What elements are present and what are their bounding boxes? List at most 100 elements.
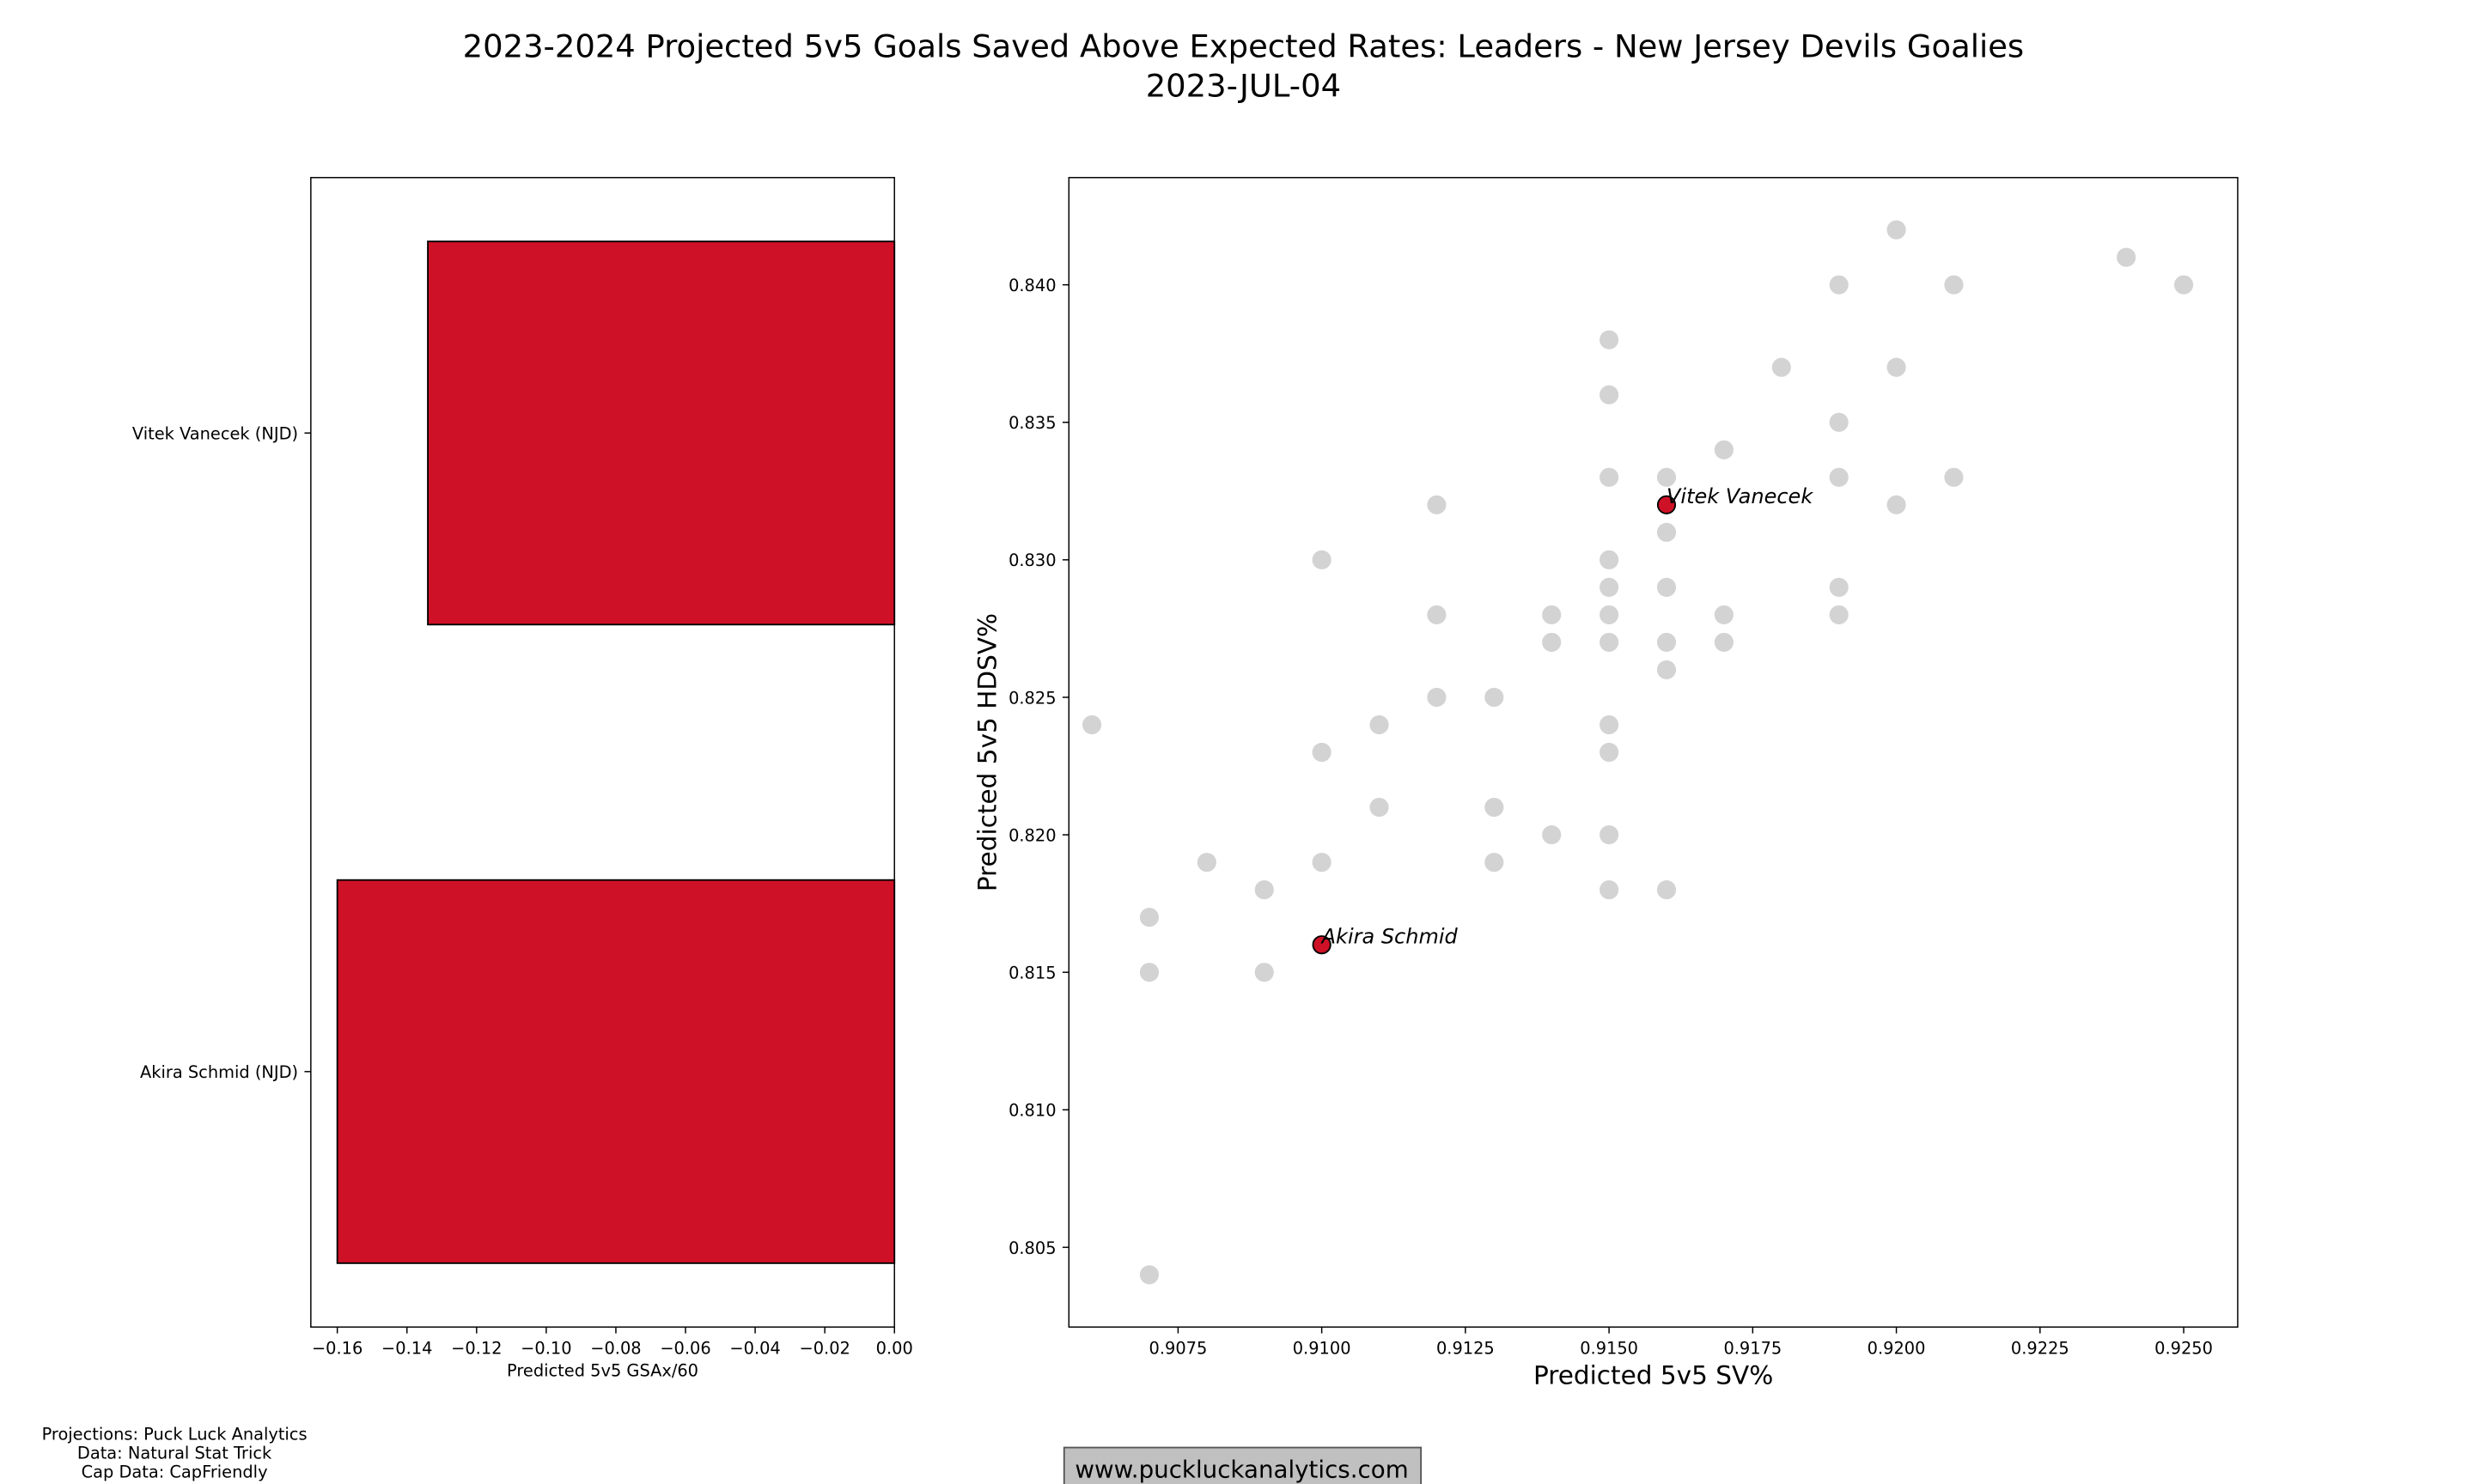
scatter-point	[1944, 275, 1964, 295]
y-tick-label: 0.820	[1008, 825, 1056, 845]
x-tick-label: 0.00	[876, 1339, 913, 1359]
scatter-point	[1656, 880, 1677, 900]
scatter-point	[1139, 963, 1160, 982]
x-tick-label: −0.14	[381, 1339, 432, 1359]
x-tick-label: 0.9100	[1293, 1339, 1351, 1359]
scatter-point	[1600, 715, 1619, 735]
x-tick-label: −0.12	[451, 1339, 502, 1359]
x-axis-label: Predicted 5v5 GSAx/60	[507, 1360, 698, 1380]
scatter-point	[1484, 687, 1504, 708]
scatter-point	[1427, 495, 1447, 514]
highlighted-point	[1656, 495, 1677, 514]
scatter-point	[1484, 853, 1504, 873]
scatter-point	[1312, 742, 1331, 763]
x-tick-label: 0.9225	[2011, 1339, 2069, 1359]
x-tick-label: 0.9175	[1723, 1339, 1782, 1359]
scatter-point	[1600, 550, 1619, 569]
scatter-point	[1369, 715, 1389, 735]
y-tick-label: 0.810	[1008, 1101, 1056, 1121]
bar-chart: Akira Schmid (NJD) Vitek Vanecek (NJD) −0.…	[132, 177, 913, 1380]
scatter-point	[1600, 385, 1619, 404]
credit-line: Cap Data: CapFriendly	[82, 1463, 268, 1482]
scatter-point	[1829, 605, 1849, 624]
y-tick-label: Akira Schmid (NJD)	[140, 1062, 298, 1082]
highlighted-point	[1312, 935, 1331, 955]
x-tick-label: −0.04	[729, 1339, 780, 1359]
scatter-point	[1254, 963, 1274, 982]
axes-frame	[310, 177, 895, 1328]
x-tick-label: 0.9150	[1580, 1339, 1638, 1359]
scatter-point	[1714, 440, 1734, 459]
website-link[interactable]: www.puckluckanalytics.com	[1075, 1456, 1408, 1484]
chart-title: 2023-2024 Projected 5v5 Goals Saved Abov…	[463, 27, 2025, 64]
y-tick-label: 0.815	[1008, 964, 1056, 983]
x-tick-label: 0.9125	[1436, 1339, 1495, 1359]
y-tick-label: 0.805	[1008, 1238, 1056, 1258]
scatter-point	[1427, 687, 1447, 708]
scatter-point	[1600, 605, 1619, 624]
bar	[336, 879, 896, 1264]
scatter-chart: Vitek Vanecek Akira Schmid 0.9075 0.9100 0.9…	[972, 177, 2239, 1390]
scatter-point	[1886, 220, 1906, 240]
x-tick-label: −0.02	[799, 1339, 850, 1359]
scatter-point	[1656, 467, 1677, 487]
x-tick-label: 0.9200	[1868, 1339, 1926, 1359]
bar	[427, 240, 896, 626]
scatter-point	[1312, 550, 1331, 569]
scatter-point	[1656, 632, 1677, 652]
scatter-point	[1600, 880, 1619, 900]
y-tick-label: 0.835	[1008, 413, 1056, 433]
x-tick-label: 0.9250	[2154, 1339, 2213, 1359]
x-axis-label: Predicted 5v5 SV%	[1533, 1361, 1773, 1390]
scatter-point	[2117, 247, 2136, 267]
scatter-point	[1542, 632, 1562, 652]
scatter-point	[1656, 660, 1677, 680]
x-tick-label: −0.08	[590, 1339, 641, 1359]
y-tick-label: Vitek Vanecek (NJD)	[132, 424, 298, 444]
scatter-point	[1714, 632, 1734, 652]
scatter-point	[1197, 853, 1216, 873]
scatter-point	[1484, 797, 1504, 818]
scatter-point	[1944, 467, 1964, 487]
point-label: Vitek Vanecek	[1667, 484, 1813, 508]
scatter-point	[1714, 605, 1734, 624]
scatter-point	[1600, 577, 1619, 597]
scatter-point	[1600, 742, 1619, 763]
scatter-point	[1139, 908, 1160, 928]
scatter-point	[1600, 824, 1619, 845]
chart-subtitle: 2023-JUL-04	[1146, 68, 1341, 105]
x-tick-label: −0.16	[312, 1339, 363, 1359]
scatter-point	[1254, 880, 1274, 900]
scatter-point	[1542, 824, 1562, 845]
point-label: Akira Schmid	[1320, 924, 1459, 948]
scatter-point	[1886, 495, 1906, 514]
scatter-point	[1656, 577, 1677, 597]
credits: Projections: Puck Luck Analytics Data: N…	[42, 1424, 308, 1481]
scatter-point	[1542, 605, 1562, 624]
scatter-point	[1312, 853, 1331, 873]
scatter-point	[1600, 632, 1619, 652]
scatter-point	[1771, 357, 1791, 377]
credit-line: Data: Natural Stat Trick	[77, 1443, 272, 1463]
credit-line: Projections: Puck Luck Analytics	[42, 1424, 308, 1444]
y-tick-label: 0.830	[1008, 550, 1056, 570]
scatter-point	[1886, 357, 1906, 377]
y-tick-label: 0.825	[1008, 688, 1056, 708]
scatter-point	[1600, 330, 1619, 350]
y-axis-label: Predicted 5v5 HDSV%	[972, 613, 1002, 891]
x-tick-label: 0.9075	[1149, 1339, 1208, 1359]
scatter-point	[1600, 467, 1619, 487]
website-box	[1063, 1446, 1423, 1484]
scatter-point	[1829, 577, 1849, 597]
scatter-point	[1829, 275, 1849, 295]
scatter-point	[1829, 412, 1849, 432]
scatter-point	[1369, 797, 1389, 818]
y-tick-label: 0.840	[1008, 276, 1056, 295]
x-tick-label: −0.06	[660, 1339, 710, 1359]
scatter-point	[1656, 522, 1677, 542]
scatter-point	[2173, 275, 2194, 295]
axes-frame	[1068, 177, 2239, 1328]
scatter-point	[1139, 1265, 1160, 1285]
scatter-point	[1427, 605, 1447, 624]
